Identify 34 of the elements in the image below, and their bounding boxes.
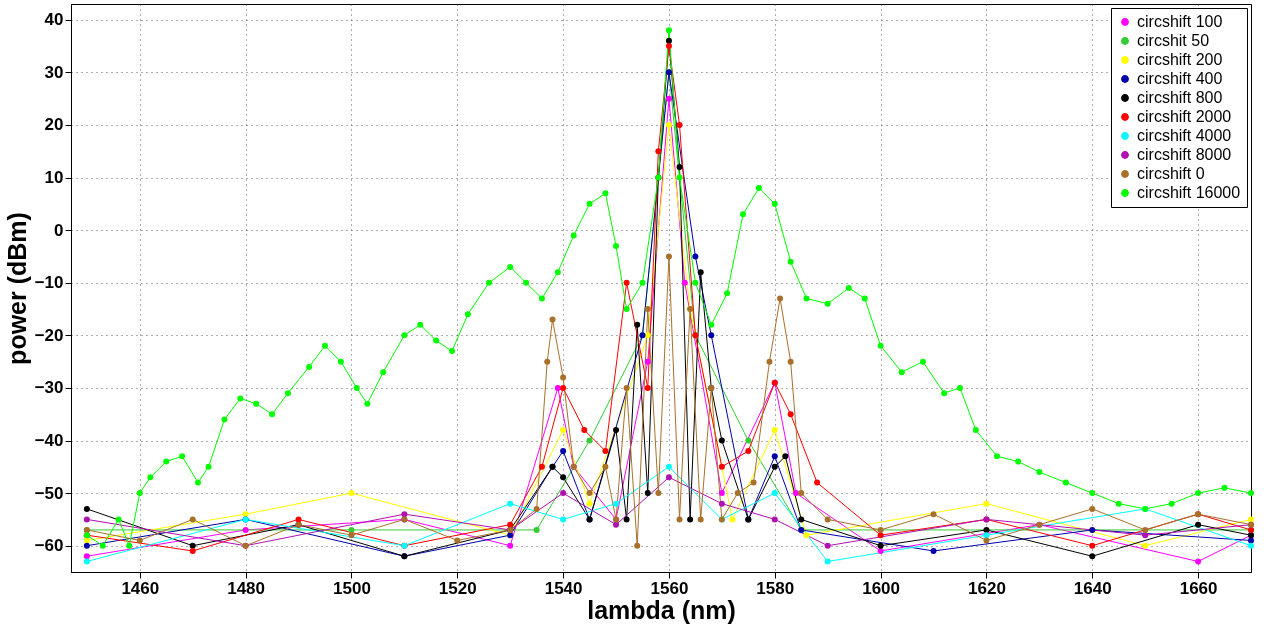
x-tick-label: 1560 bbox=[650, 578, 689, 598]
legend-label: circshift 800 bbox=[1137, 89, 1223, 106]
y-tick-label: 0 bbox=[54, 220, 64, 240]
legend-label: circshift 8000 bbox=[1137, 146, 1232, 163]
legend-label: circshit 50 bbox=[1137, 32, 1210, 49]
x-tick-label: 1640 bbox=[1073, 578, 1112, 598]
x-tick-label: 1600 bbox=[862, 578, 901, 598]
y-tick-label: 10 bbox=[44, 168, 64, 188]
x-tick-label: 1540 bbox=[544, 578, 583, 598]
y-tick-label: −40 bbox=[34, 431, 64, 451]
y-tick-label: 40 bbox=[44, 10, 64, 30]
legend-label: circshift 0 bbox=[1137, 165, 1205, 182]
y-tick-label: 20 bbox=[44, 115, 64, 135]
y-tick-label: −60 bbox=[34, 536, 64, 556]
legend-label: circshift 16000 bbox=[1137, 184, 1241, 201]
legend-label: circshift 400 bbox=[1137, 70, 1223, 87]
x-tick-label: 1660 bbox=[1179, 578, 1218, 598]
x-tick-label: 1500 bbox=[333, 578, 371, 598]
legend-label: circshift 200 bbox=[1137, 51, 1223, 68]
x-tick-label: 1460 bbox=[121, 578, 160, 598]
x-axis-title: lambda (nm) bbox=[587, 595, 736, 624]
x-tick-label: 1520 bbox=[438, 578, 477, 598]
legend-label: circshift 4000 bbox=[1137, 127, 1232, 144]
legend-label: circshift 100 bbox=[1137, 13, 1223, 30]
y-tick-label: 30 bbox=[44, 62, 64, 82]
x-tick-label: 1620 bbox=[968, 578, 1006, 598]
y-tick-label: −10 bbox=[34, 273, 64, 293]
y-axis-title: power (dBm) bbox=[2, 212, 31, 365]
legend-label: circshift 2000 bbox=[1137, 108, 1232, 125]
x-tick-label: 1480 bbox=[227, 578, 266, 598]
x-tick-label: 1580 bbox=[756, 578, 795, 598]
y-tick-label: −50 bbox=[34, 483, 64, 503]
y-tick-label: −20 bbox=[34, 325, 64, 345]
y-tick-label: −30 bbox=[34, 378, 64, 398]
